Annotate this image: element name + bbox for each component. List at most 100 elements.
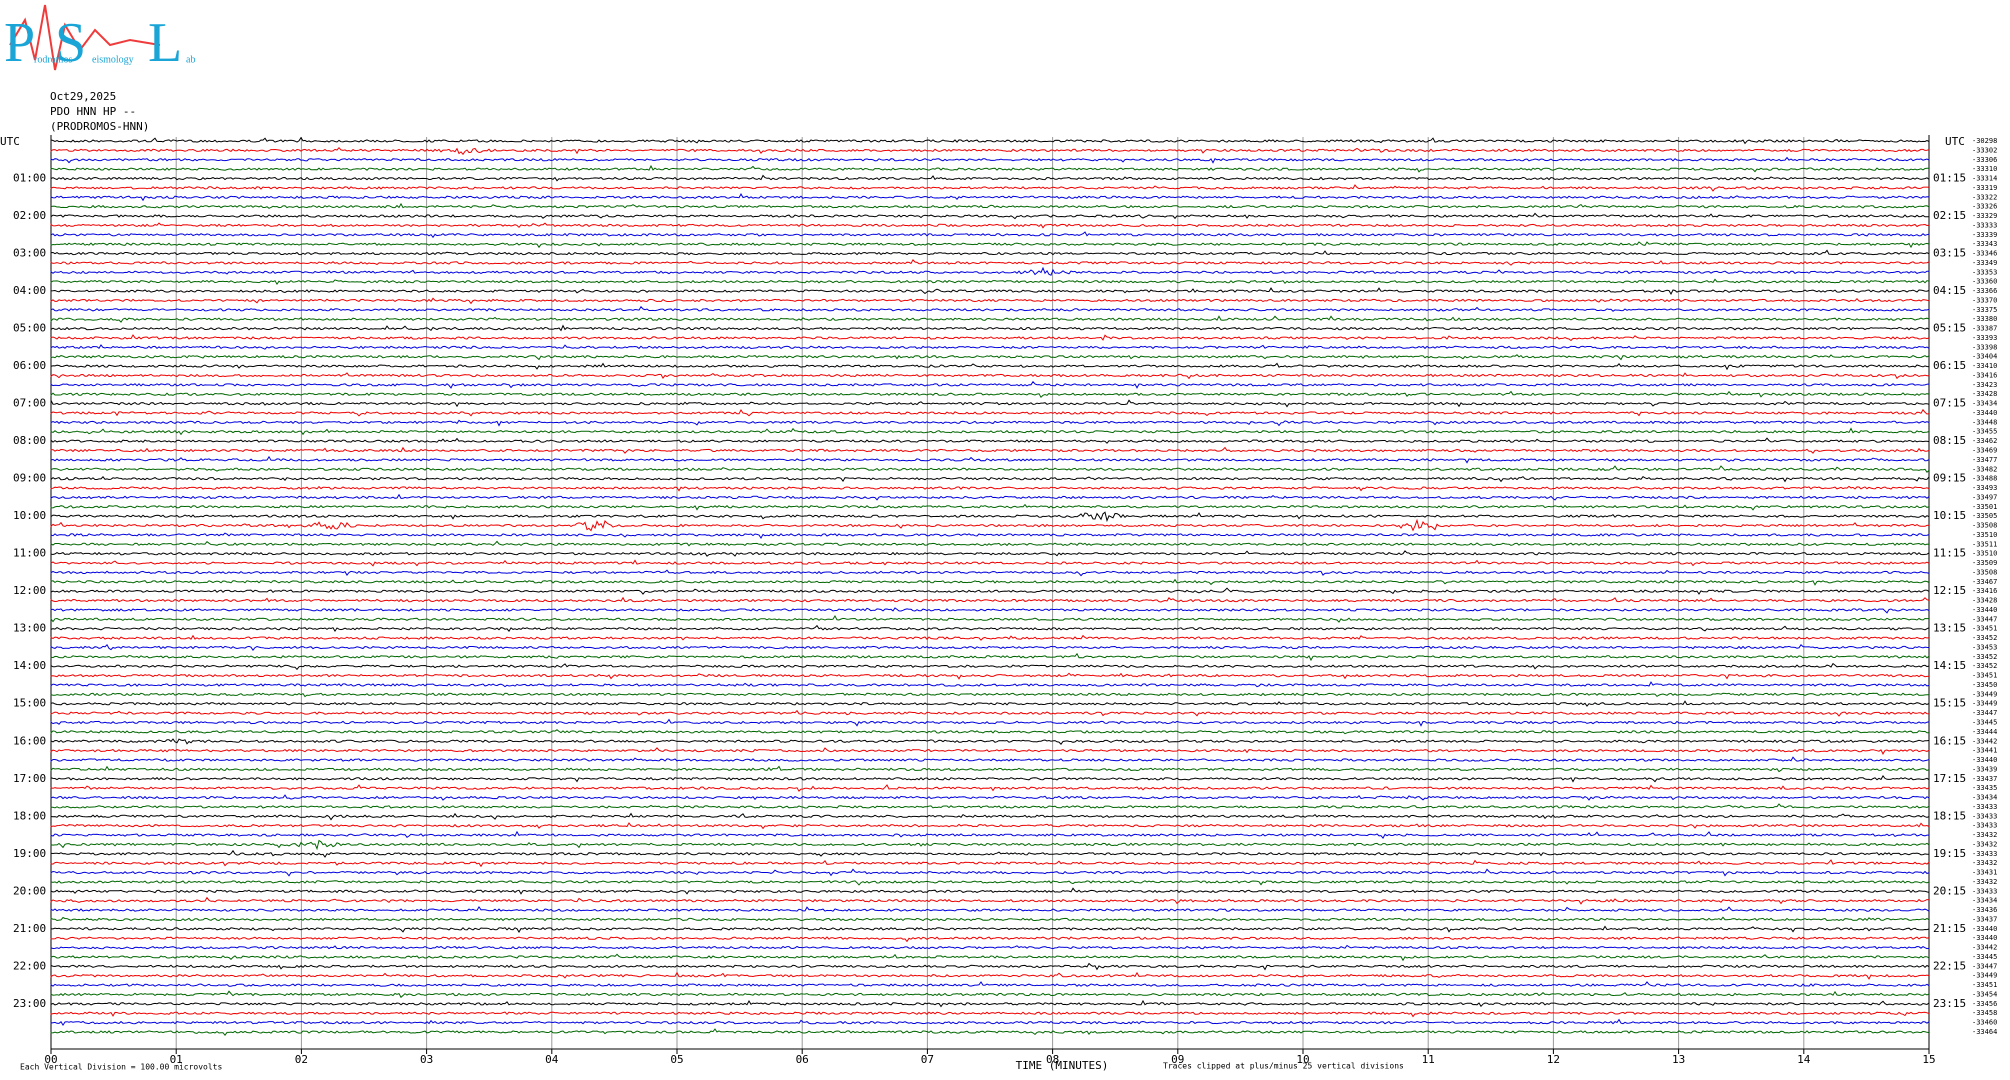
hour-label: 07:00	[13, 397, 46, 410]
trace-offset: -33440	[1972, 409, 1997, 417]
trace-offset: -33441	[1972, 747, 1997, 755]
hour-label: 11:15	[1933, 547, 1966, 560]
trace	[50, 849, 1930, 858]
trace	[50, 700, 1930, 707]
trace-offset: -33482	[1972, 465, 1997, 473]
trace-offset: -33450	[1972, 681, 1997, 689]
trace-offset: -33380	[1972, 315, 1997, 323]
x-tick-label: 08	[1046, 1053, 1059, 1066]
trace-offset: -33511	[1972, 540, 1997, 548]
trace	[50, 390, 1930, 398]
trace-offset: -33497	[1972, 493, 1997, 501]
trace	[50, 231, 1930, 239]
trace	[50, 747, 1930, 755]
x-tick-label: 00	[44, 1053, 57, 1066]
hour-label: 19:00	[13, 847, 46, 860]
trace-offset: -33493	[1972, 484, 1997, 492]
trace-offset: -33501	[1972, 503, 1997, 511]
trace	[50, 587, 1930, 595]
trace	[50, 559, 1930, 567]
trace-offset: -33432	[1972, 840, 1997, 848]
trace-offset: -33432	[1972, 859, 1997, 867]
trace-offset: -33445	[1972, 953, 1997, 961]
trace-offset: -33339	[1972, 231, 1997, 239]
trace	[50, 380, 1930, 389]
trace-offset: -33477	[1972, 456, 1997, 464]
hour-label: 20:00	[13, 884, 46, 897]
trace-offset: -33464	[1972, 1028, 1997, 1036]
trace-offset: -33440	[1972, 606, 1997, 614]
hour-label: 22:00	[13, 959, 46, 972]
trace	[50, 896, 1930, 905]
trace	[50, 738, 1930, 745]
x-tick-label: 07	[921, 1053, 934, 1066]
trace	[50, 1018, 1930, 1027]
trace-offset: -33510	[1972, 531, 1997, 539]
trace	[50, 887, 1930, 895]
hour-label: 17:00	[13, 772, 46, 785]
logo-wave	[9, 4, 161, 71]
trace	[50, 643, 1930, 651]
trace-offset: -33455	[1972, 428, 1997, 436]
hour-label: 06:15	[1933, 359, 1966, 372]
utc-label: UTC	[1945, 135, 1965, 148]
trace	[50, 476, 1930, 483]
trace	[50, 999, 1930, 1008]
trace	[50, 868, 1930, 877]
trace-offset: -33433	[1972, 812, 1997, 820]
trace	[50, 287, 1930, 296]
scale-note: Each Vertical Division = 100.00 microvol…	[20, 1063, 222, 1072]
trace	[50, 822, 1930, 830]
hour-label: 02:15	[1933, 209, 1966, 222]
trace-offset: -33310	[1972, 165, 1997, 173]
hour-label: 05:00	[13, 322, 46, 335]
x-tick-label: 10	[1296, 1053, 1309, 1066]
trace-offset: -33349	[1972, 259, 1997, 267]
trace-offset: -33326	[1972, 203, 1997, 211]
trace	[50, 503, 1930, 511]
trace-offset: -33451	[1972, 981, 1997, 989]
trace	[50, 344, 1930, 350]
trace	[50, 953, 1930, 962]
trace	[50, 241, 1930, 249]
x-tick-label: 03	[420, 1053, 433, 1066]
trace-offset: -33508	[1972, 522, 1997, 530]
x-tick-label: 09	[1171, 1053, 1184, 1066]
trace-offset: -33360	[1972, 278, 1997, 286]
trace	[50, 812, 1930, 821]
location: (PRODROMOS-HNN)	[50, 120, 149, 133]
logo-word: rodromos	[34, 54, 72, 65]
x-tick-label: 04	[545, 1053, 559, 1066]
trace	[50, 266, 1930, 276]
trace	[50, 624, 1930, 633]
trace-offset: -33456	[1972, 1000, 1997, 1008]
hour-label: 13:00	[13, 622, 46, 635]
trace-offset: -33346	[1972, 250, 1997, 258]
hour-label: 23:00	[13, 997, 46, 1010]
trace-offset: -33306	[1972, 156, 1997, 164]
trace-offset: -33436	[1972, 906, 1997, 914]
trace	[50, 354, 1930, 361]
trace	[50, 532, 1930, 539]
hour-label: 04:00	[13, 284, 46, 297]
trace	[50, 455, 1930, 464]
trace	[50, 596, 1930, 603]
trace	[50, 729, 1930, 735]
trace-offset: -33453	[1972, 643, 1997, 651]
logo: P S L rodromos eismology ab	[4, 4, 195, 74]
trace-offset: -33353	[1972, 268, 1997, 276]
hour-label: 04:15	[1933, 284, 1966, 297]
hour-label: 08:15	[1933, 434, 1966, 447]
logo-letter: L	[148, 12, 182, 74]
trace-offset: -33449	[1972, 972, 1997, 980]
hour-label: 05:15	[1933, 322, 1966, 335]
hour-label: 21:00	[13, 922, 46, 935]
hour-label: 10:00	[13, 509, 46, 522]
trace-offset: -33423	[1972, 381, 1997, 389]
utc-label: UTC	[0, 135, 20, 148]
trace	[50, 756, 1930, 763]
hour-label: 07:15	[1933, 397, 1966, 410]
trace-offset: -33410	[1972, 362, 1997, 370]
x-tick-label: 14	[1797, 1053, 1811, 1066]
date: Oct29,2025	[50, 90, 116, 103]
